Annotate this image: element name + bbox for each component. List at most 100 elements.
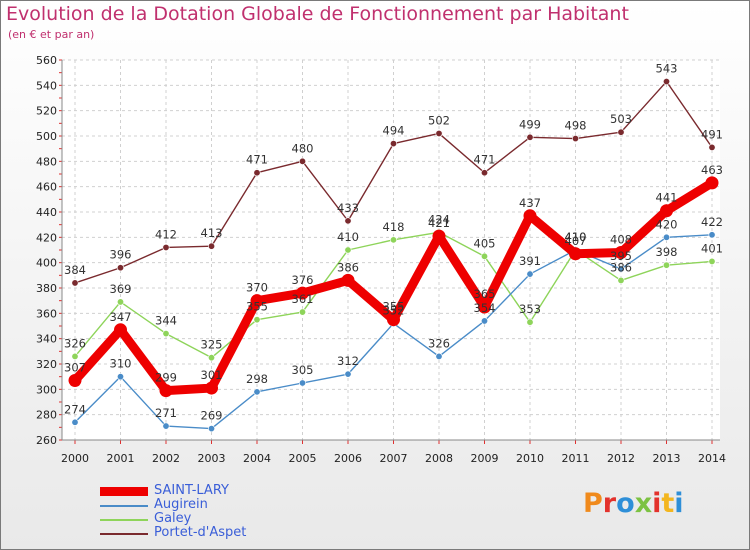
data-label-galey: 410	[337, 230, 359, 244]
data-label-galey: 325	[201, 338, 223, 352]
data-label-galey: 424	[428, 212, 450, 226]
legend-label: Portet-d'Aspet	[154, 525, 247, 540]
data-point-portet-d-aspet	[389, 140, 397, 148]
data-label-saint-lary: 355	[383, 300, 405, 314]
logo-letter: t	[661, 488, 675, 519]
logo-letter: x	[634, 488, 653, 519]
data-point-augirein	[71, 418, 79, 426]
x-tick-label: 2011	[562, 452, 590, 465]
data-label-augirein: 352	[383, 303, 405, 317]
data-point-saint-lary	[660, 204, 673, 218]
y-tick-label: 260	[36, 434, 57, 447]
legend-item-saint-lary: SAINT-LARY	[100, 483, 320, 498]
y-tick-label: 400	[36, 257, 57, 270]
chart-title: Evolution de la Dotation Globale de Fonc…	[6, 3, 629, 25]
data-point-portet-d-aspet	[117, 264, 125, 272]
legend-swatch	[100, 519, 148, 521]
x-tick-label: 2003	[198, 452, 226, 465]
data-label-galey: 369	[110, 282, 132, 296]
data-label-saint-lary: 407	[565, 234, 587, 248]
data-label-augirein: 326	[428, 336, 450, 350]
data-point-augirein	[617, 265, 625, 273]
data-point-saint-lary	[478, 300, 491, 314]
data-point-galey	[117, 298, 125, 306]
legend: SAINT-LARY Augirein Galey Portet-d'Aspet	[100, 483, 320, 540]
data-point-saint-lary	[705, 176, 719, 190]
y-tick-label: 500	[36, 130, 57, 143]
data-point-saint-lary	[296, 286, 309, 300]
data-label-augirein: 310	[110, 357, 132, 371]
y-tick-label: 280	[36, 409, 57, 422]
data-point-portet-d-aspet	[344, 217, 352, 225]
x-tick-label: 2001	[107, 452, 135, 465]
data-label-augirein: 274	[64, 402, 86, 416]
data-point-portet-d-aspet	[71, 279, 79, 287]
data-point-saint-lary	[387, 313, 400, 327]
data-label-saint-lary: 437	[519, 196, 541, 210]
data-label-augirein: 354	[474, 301, 496, 315]
x-tick-label: 2014	[698, 452, 726, 465]
x-tick-label: 2007	[380, 452, 408, 465]
y-tick-label: 460	[36, 181, 57, 194]
data-point-galey	[208, 354, 216, 362]
data-point-augirein	[253, 388, 261, 396]
data-point-galey	[480, 252, 488, 260]
legend-label: Galey	[154, 511, 192, 526]
data-label-saint-lary: 370	[246, 281, 268, 295]
data-label-saint-lary: 307	[64, 360, 86, 374]
data-point-augirein	[117, 373, 125, 381]
data-point-galey	[617, 276, 625, 284]
data-label-augirein: 269	[201, 409, 223, 423]
data-label-galey: 355	[246, 300, 268, 314]
data-point-augirein	[480, 317, 488, 325]
proxiti-logo: Proxiti	[583, 488, 684, 519]
data-label-galey: 361	[292, 292, 314, 306]
data-label-galey: 386	[610, 260, 632, 274]
data-label-galey: 326	[64, 336, 86, 350]
legend-swatch	[100, 487, 148, 496]
data-label-saint-lary: 441	[656, 191, 678, 205]
data-label-portet-d-aspet: 502	[428, 113, 450, 127]
data-point-galey	[298, 308, 306, 316]
data-label-galey: 405	[474, 236, 496, 250]
data-point-portet-d-aspet	[253, 169, 261, 177]
y-tick-label: 480	[36, 155, 57, 168]
x-tick-label: 2000	[61, 452, 89, 465]
data-labels: 384 396 412 413 471 480 433 494 502 471 499 498 503 5…	[64, 62, 723, 423]
data-label-galey: 418	[383, 220, 405, 234]
data-label-portet-d-aspet: 413	[201, 226, 223, 240]
data-label-augirein: 305	[292, 363, 314, 377]
y-tick-label: 520	[36, 105, 57, 118]
x-tick-label: 2008	[425, 452, 453, 465]
data-point-saint-lary	[68, 373, 82, 387]
legend-label: SAINT-LARY	[154, 483, 229, 498]
data-point-augirein	[162, 422, 170, 430]
data-label-saint-lary: 365	[474, 287, 496, 301]
data-label-saint-lary: 347	[110, 310, 132, 324]
y-tick-label: 420	[36, 231, 57, 244]
series	[68, 78, 719, 433]
data-label-portet-d-aspet: 499	[519, 117, 541, 131]
data-point-augirein	[208, 425, 216, 433]
data-label-portet-d-aspet: 480	[292, 141, 314, 155]
data-point-galey	[344, 246, 352, 254]
data-label-augirein: 422	[701, 215, 723, 229]
data-point-galey	[708, 257, 716, 265]
x-tick-label: 2009	[471, 452, 499, 465]
data-label-saint-lary: 386	[337, 260, 359, 274]
data-point-saint-lary	[432, 229, 446, 243]
logo-letter: r	[602, 488, 617, 519]
data-label-saint-lary: 421	[428, 216, 450, 230]
data-point-galey	[162, 330, 170, 338]
x-tick-label: 2010	[516, 452, 544, 465]
y-tick-label: 440	[36, 206, 57, 219]
data-point-saint-lary	[205, 381, 218, 395]
data-point-portet-d-aspet	[208, 242, 216, 250]
data-label-portet-d-aspet: 471	[246, 153, 268, 167]
data-point-galey	[526, 318, 534, 326]
x-tick-label: 2002	[152, 452, 180, 465]
logo-letter: i	[674, 488, 684, 519]
legend-item-portet-d-aspet: Portet-d'Aspet	[100, 525, 320, 540]
data-label-augirein: 298	[246, 372, 268, 386]
data-label-galey: 410	[565, 230, 587, 244]
